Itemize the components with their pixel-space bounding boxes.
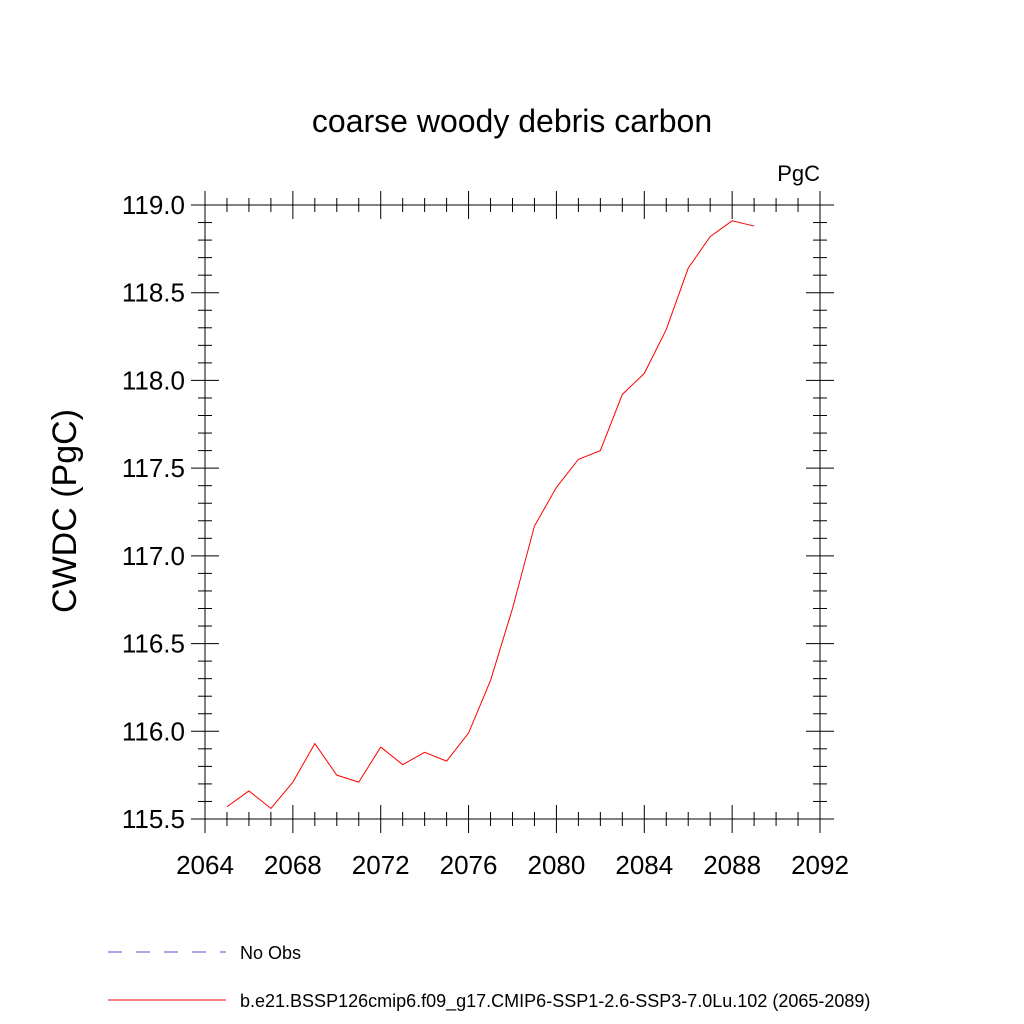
x-tick-label: 2072 <box>352 850 410 880</box>
legend: No Obs b.e21.BSSP126cmip6.f09_g17.CMIP6-S… <box>108 943 870 1012</box>
y-tick-label: 117.0 <box>122 541 185 571</box>
x-tick-label: 2092 <box>791 850 849 880</box>
chart-title: coarse woody debris carbon <box>312 103 712 139</box>
y-tick-label: 118.0 <box>122 365 185 395</box>
series-line <box>226 220 755 810</box>
x-tick-label: 2068 <box>264 850 322 880</box>
axis-ticks <box>191 191 834 833</box>
y-tick-label: 119.0 <box>122 190 185 220</box>
x-tick-label: 2084 <box>615 850 673 880</box>
y-tick-label: 118.5 <box>122 278 185 308</box>
y-axis-label: CWDC (PgC) <box>46 409 84 613</box>
x-tick-label: 2076 <box>440 850 498 880</box>
x-tick-label: 2080 <box>528 850 586 880</box>
axis-tick-labels: 2064 2068 2072 2076 2080 2084 2088 2092 115.5 116… <box>122 190 849 880</box>
series-layer <box>226 220 755 810</box>
y-tick-label: 117.5 <box>122 453 185 483</box>
x-tick-label: 2088 <box>703 850 761 880</box>
plot-frame <box>204 204 821 820</box>
legend-label: No Obs <box>240 943 301 963</box>
y-tick-label: 115.5 <box>122 804 185 834</box>
y-tick-label: 116.0 <box>122 716 185 746</box>
legend-label: b.e21.BSSP126cmip6.f09_g17.CMIP6-SSP1-2.… <box>240 991 870 1012</box>
units-label: PgC <box>777 161 820 186</box>
y-tick-label: 116.5 <box>122 629 185 659</box>
x-tick-label: 2064 <box>176 850 234 880</box>
